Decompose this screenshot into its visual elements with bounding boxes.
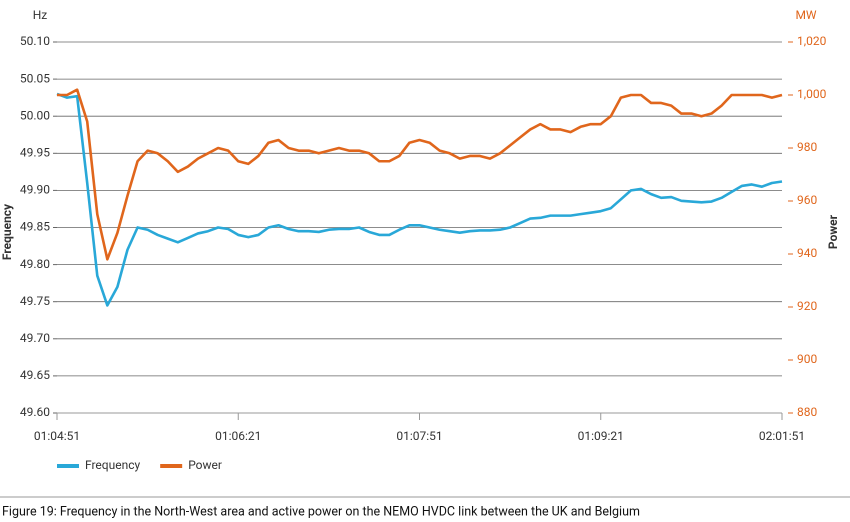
- x-tick-label: 01:09:21: [578, 429, 624, 443]
- y-tick-label: 50.05: [20, 71, 50, 85]
- y2-tick-label: 880: [797, 405, 817, 419]
- y2-tick-label: 1,020: [797, 34, 827, 48]
- y2-tick-label: 1,000: [797, 87, 827, 101]
- legend-label: Power: [188, 458, 222, 472]
- y2-axis-label: Power: [826, 214, 840, 249]
- y-tick-label: 50.00: [20, 108, 50, 122]
- y-axis-label: Frequency: [0, 203, 14, 260]
- y2-tick-label: 900: [797, 352, 817, 366]
- y2-tick-label: 940: [797, 246, 817, 260]
- x-tick-label: 02:01:51: [759, 429, 805, 443]
- x-tick-label: 01:06:21: [215, 429, 261, 443]
- y2-tick-label: 960: [797, 193, 817, 207]
- caption: Figure 19: Frequency in the North-West a…: [2, 504, 640, 519]
- legend-label: Frequency: [85, 458, 141, 472]
- series-line: [57, 88, 783, 261]
- y-unit: Hz: [33, 8, 48, 22]
- y-tick-label: 49.80: [20, 257, 50, 271]
- series-line: [56, 92, 783, 307]
- x-tick-label: 01:04:51: [34, 429, 80, 443]
- y2-tick-label: 980: [797, 140, 817, 154]
- y-tick-label: 49.90: [20, 183, 50, 197]
- y-tick-label: 49.60: [20, 405, 50, 419]
- x-tick-label: 01:07:51: [396, 429, 442, 443]
- y2-tick-label: 920: [797, 299, 817, 313]
- y-tick-label: 49.85: [20, 220, 50, 234]
- y-tick-label: 49.65: [20, 368, 50, 382]
- y-tick-label: 50.10: [20, 34, 50, 48]
- y-tick-label: 49.70: [20, 331, 50, 345]
- y-tick-label: 49.75: [20, 294, 50, 308]
- y2-unit: MW: [795, 8, 816, 22]
- y-tick-label: 49.95: [20, 145, 50, 159]
